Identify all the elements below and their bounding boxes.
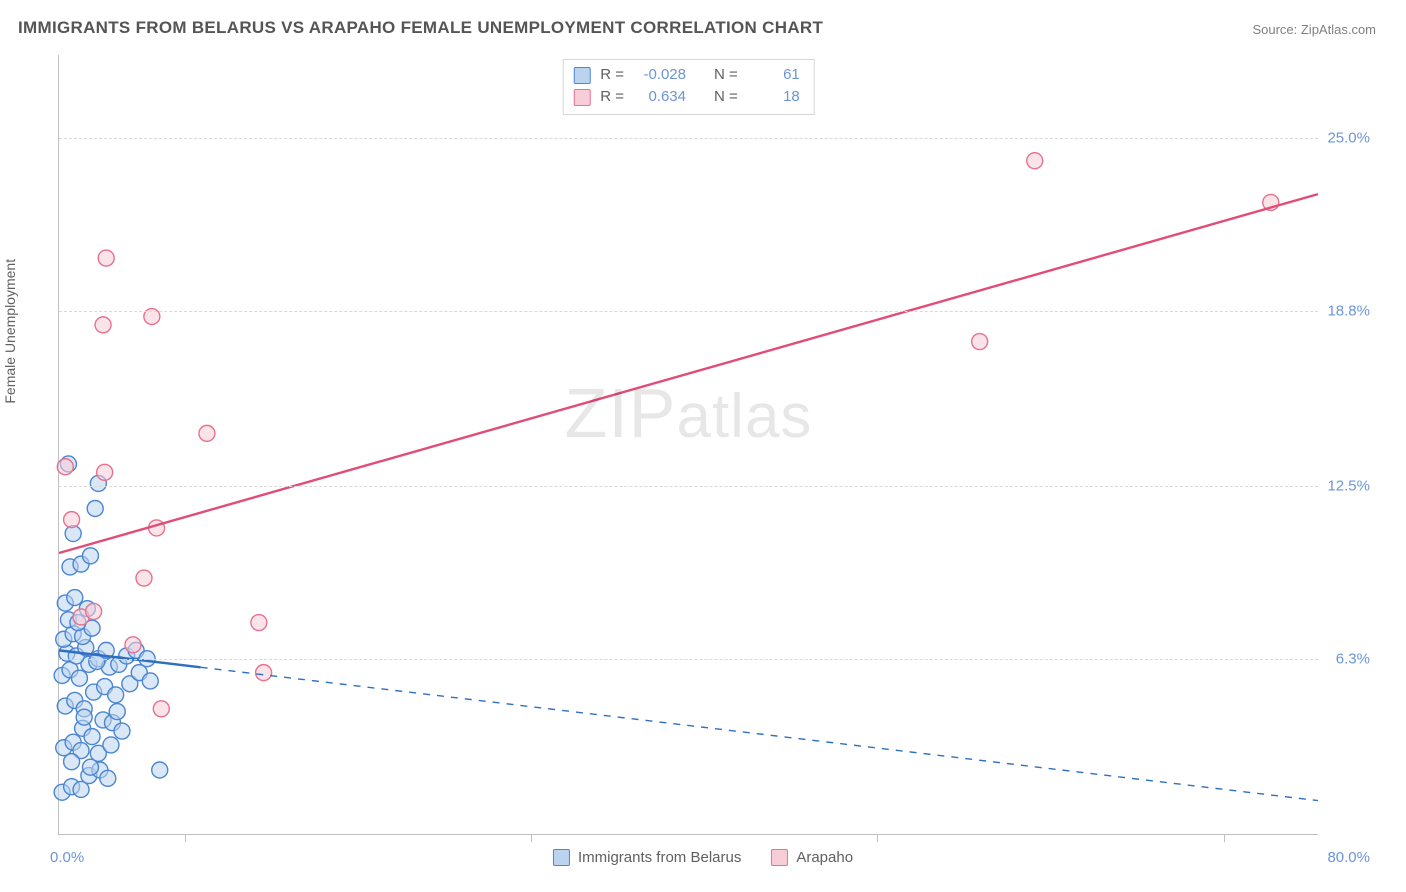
data-point: [82, 548, 98, 564]
gridline: [59, 138, 1318, 139]
y-tick-label: 6.3%: [1336, 650, 1370, 667]
x-tick: [877, 834, 878, 842]
legend-label-a: Immigrants from Belarus: [578, 849, 741, 866]
chart-title: IMMIGRANTS FROM BELARUS VS ARAPAHO FEMAL…: [18, 18, 823, 38]
y-tick-label: 12.5%: [1327, 478, 1370, 495]
legend-label-b: Arapaho: [796, 849, 853, 866]
stats-legend: R = -0.028 N = 61 R = 0.634 N = 18: [562, 59, 815, 115]
plot-area: ZIPatlas R = -0.028 N = 61 R = 0.634 N =…: [58, 55, 1318, 835]
data-point: [136, 570, 152, 586]
stats-row-b: R = 0.634 N = 18: [573, 86, 800, 108]
data-point: [87, 500, 103, 516]
legend-item-b: Arapaho: [771, 849, 853, 866]
data-point: [199, 425, 215, 441]
data-point: [152, 762, 168, 778]
source-label: Source: ZipAtlas.com: [1252, 22, 1376, 37]
gridline: [59, 486, 1318, 487]
data-point: [125, 637, 141, 653]
data-point: [114, 723, 130, 739]
trendline-a-dashed: [201, 667, 1318, 800]
legend-item-a: Immigrants from Belarus: [553, 849, 741, 866]
chart-container: Female Unemployment ZIPatlas R = -0.028 …: [18, 55, 1388, 880]
data-point: [98, 250, 114, 266]
x-origin-label: 0.0%: [50, 849, 84, 866]
data-point: [103, 737, 119, 753]
series-legend: Immigrants from Belarus Arapaho: [553, 849, 853, 866]
data-point: [109, 704, 125, 720]
data-point: [256, 665, 272, 681]
data-point: [57, 459, 73, 475]
data-point: [97, 464, 113, 480]
data-point: [67, 590, 83, 606]
gridline: [59, 659, 1318, 660]
data-point: [84, 729, 100, 745]
scatter-svg: [59, 55, 1318, 834]
data-point: [71, 670, 87, 686]
x-tick: [1224, 834, 1225, 842]
y-tick-label: 18.8%: [1327, 302, 1370, 319]
x-max-label: 80.0%: [1327, 849, 1370, 866]
data-point: [1027, 153, 1043, 169]
stats-row-a: R = -0.028 N = 61: [573, 64, 800, 86]
y-axis-label: Female Unemployment: [2, 258, 18, 403]
data-point: [86, 603, 102, 619]
data-point: [251, 615, 267, 631]
swatch-a-icon: [573, 67, 590, 84]
n-label: N =: [714, 64, 738, 86]
data-point: [972, 334, 988, 350]
y-tick-label: 25.0%: [1327, 130, 1370, 147]
r-value-a: -0.028: [634, 64, 686, 86]
n-value-b: 18: [748, 86, 800, 108]
data-point: [64, 512, 80, 528]
n-label: N =: [714, 86, 738, 108]
trendline-b: [59, 194, 1318, 553]
r-value-b: 0.634: [634, 86, 686, 108]
swatch-a-icon: [553, 849, 570, 866]
data-point: [76, 709, 92, 725]
data-point: [64, 754, 80, 770]
data-point: [95, 317, 111, 333]
swatch-b-icon: [573, 89, 590, 106]
data-point: [100, 770, 116, 786]
swatch-b-icon: [771, 849, 788, 866]
n-value-a: 61: [748, 64, 800, 86]
gridline: [59, 311, 1318, 312]
data-point: [108, 687, 124, 703]
x-tick: [531, 834, 532, 842]
data-point: [153, 701, 169, 717]
x-tick: [185, 834, 186, 842]
r-label: R =: [600, 86, 624, 108]
data-point: [142, 673, 158, 689]
r-label: R =: [600, 64, 624, 86]
